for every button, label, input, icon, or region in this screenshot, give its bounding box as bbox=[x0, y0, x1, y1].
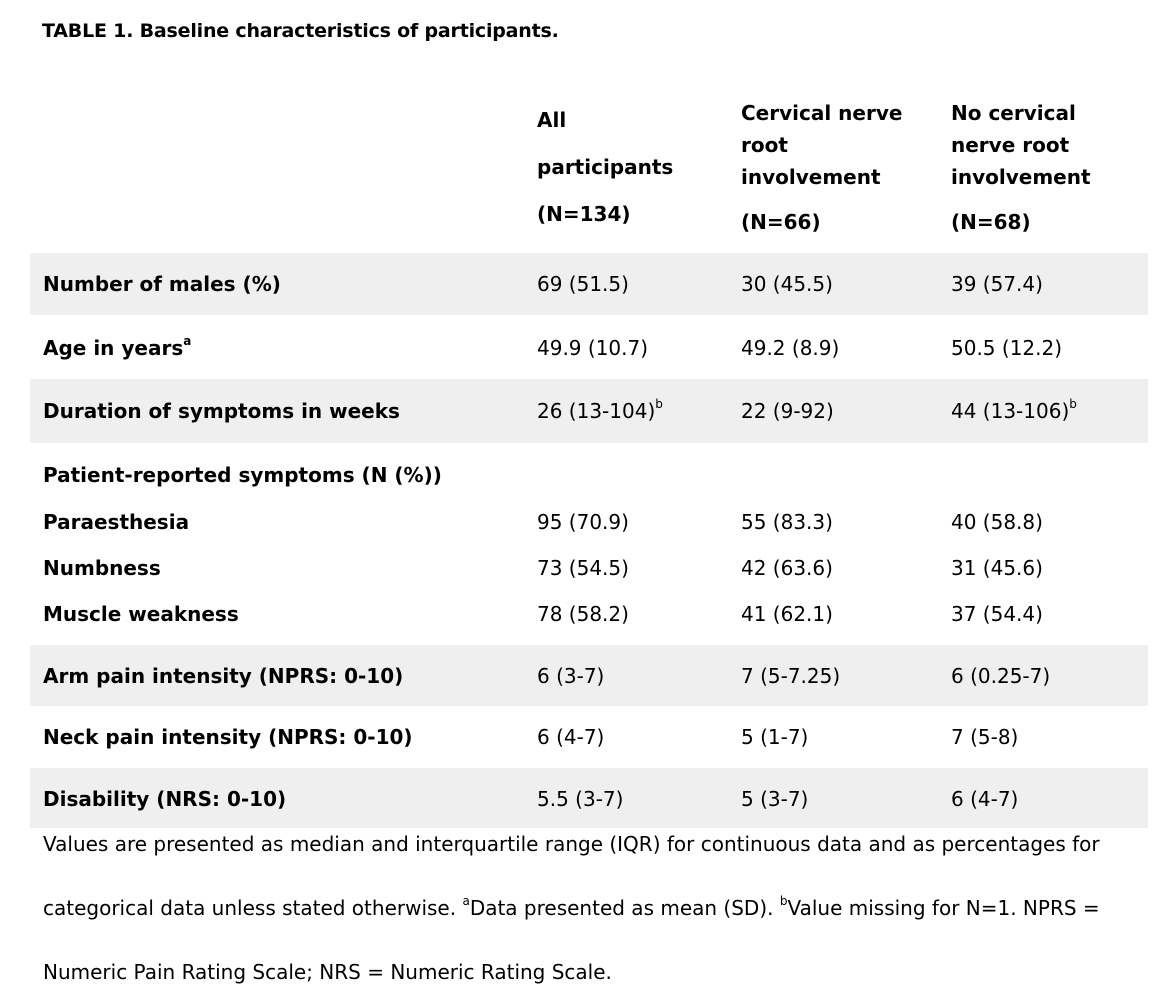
footnote-marker: b bbox=[779, 894, 788, 909]
cell-value: 22 (9-92) bbox=[741, 399, 834, 423]
cell-value: 95 (70.9) bbox=[537, 510, 629, 534]
table-title: TABLE 1. Baseline characteristics of par… bbox=[42, 20, 559, 42]
cell-value: 44 (13-106)b bbox=[951, 397, 1077, 423]
row-label: Age in yearsa bbox=[43, 334, 192, 360]
footnote-line: Values are presented as median and inter… bbox=[43, 832, 1100, 856]
footnote-line: categorical data unless stated otherwise… bbox=[43, 894, 1100, 920]
cell-value: 6 (3-7) bbox=[537, 664, 605, 688]
column-header-cervical: Cervical nerve root involvement (N=66) bbox=[741, 101, 903, 234]
row-label: Disability (NRS: 0-10) bbox=[43, 787, 287, 811]
cell-value: 6 (4-7) bbox=[537, 725, 605, 749]
row-label: Arm pain intensity (NPRS: 0-10) bbox=[43, 664, 404, 688]
row-band bbox=[30, 253, 1148, 315]
cell-value: 6 (0.25-7) bbox=[951, 664, 1051, 688]
footnote-marker: b bbox=[655, 397, 663, 412]
row-band bbox=[30, 379, 1148, 443]
footnote-marker: b bbox=[1069, 397, 1077, 412]
cell-value: 40 (58.8) bbox=[951, 510, 1043, 534]
row-band bbox=[30, 645, 1148, 706]
cell-value: 26 (13-104)b bbox=[537, 397, 663, 423]
cell-value: 73 (54.5) bbox=[537, 556, 629, 580]
cell-value: 49.2 (8.9) bbox=[741, 336, 840, 360]
footnote-line: Numeric Pain Rating Scale; NRS = Numeric… bbox=[43, 960, 612, 984]
cell-value: 30 (45.5) bbox=[741, 272, 833, 296]
cell-value: 5.5 (3-7) bbox=[537, 787, 624, 811]
cell-value: 41 (62.1) bbox=[741, 602, 833, 626]
row-label: Paraesthesia bbox=[43, 510, 190, 534]
column-header-all: All participants (N=134) bbox=[537, 108, 674, 226]
row-label: Muscle weakness bbox=[43, 602, 239, 626]
cell-value: 5 (3-7) bbox=[741, 787, 809, 811]
cell-value: 5 (1-7) bbox=[741, 725, 809, 749]
cell-value: 69 (51.5) bbox=[537, 272, 629, 296]
cell-value: 50.5 (12.2) bbox=[951, 336, 1063, 360]
row-band bbox=[30, 768, 1148, 828]
cell-value: 37 (54.4) bbox=[951, 602, 1043, 626]
cell-value: 6 (4-7) bbox=[951, 787, 1019, 811]
cell-value: 78 (58.2) bbox=[537, 602, 629, 626]
cell-value: 7 (5-8) bbox=[951, 725, 1019, 749]
cell-value: 55 (83.3) bbox=[741, 510, 833, 534]
row-label: Duration of symptoms in weeks bbox=[43, 399, 400, 423]
column-header-no-cervical: No cervical nerve root involvement (N=68… bbox=[951, 101, 1091, 234]
row-label: Numbness bbox=[43, 556, 161, 580]
cell-value: 49.9 (10.7) bbox=[537, 336, 649, 360]
cell-value: 7 (5-7.25) bbox=[741, 664, 841, 688]
row-label: Number of males (%) bbox=[43, 272, 281, 296]
section-heading: Patient-reported symptoms (N (%)) bbox=[43, 463, 442, 487]
row-label: Neck pain intensity (NPRS: 0-10) bbox=[43, 725, 413, 749]
cell-value: 42 (63.6) bbox=[741, 556, 833, 580]
cell-value: 31 (45.6) bbox=[951, 556, 1043, 580]
footnote-marker: a bbox=[183, 334, 192, 349]
footnote-marker: a bbox=[462, 894, 470, 909]
cell-value: 39 (57.4) bbox=[951, 272, 1043, 296]
